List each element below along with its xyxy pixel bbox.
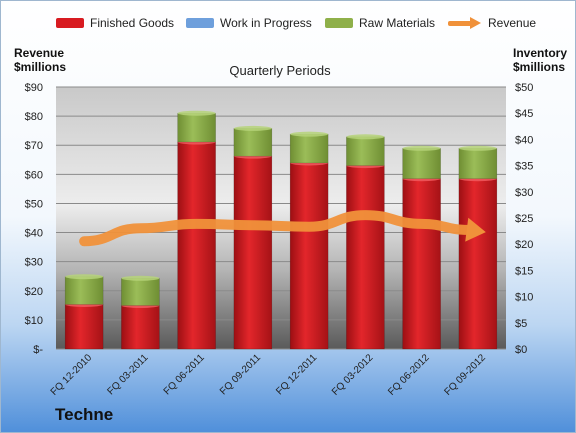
revenue-line-path xyxy=(79,210,474,247)
revenue-line xyxy=(79,210,486,247)
inventory-bars xyxy=(64,110,498,350)
left-tick-label: $- xyxy=(33,344,43,356)
finished-goods-bar xyxy=(121,305,160,350)
legend-revenue-label: Revenue xyxy=(488,16,537,30)
raw-materials-bar xyxy=(233,128,273,157)
legend-wip-label: Work in Progress xyxy=(220,16,312,30)
x-tick-label: FQ 12-2011 xyxy=(274,352,319,397)
x-axis-ticks: FQ 12-2010 FQ 03-2011 FQ 06-2011 FQ 09-2011… xyxy=(49,352,489,398)
finished-goods-bar xyxy=(233,155,273,350)
company-name: Techne xyxy=(55,405,114,424)
right-axis-title-line2: $millions xyxy=(513,60,566,74)
left-tick-label: $90 xyxy=(25,82,43,94)
revenue-arrowhead xyxy=(465,217,486,242)
x-tick-label: FQ 06-2011 xyxy=(162,352,207,397)
finished-goods-bar xyxy=(177,141,216,350)
right-tick-label: $50 xyxy=(515,82,533,94)
raw-materials-bar xyxy=(64,276,104,305)
x-tick-label: FQ 12-2010 xyxy=(49,352,95,398)
legend-revenue: Revenue xyxy=(448,14,536,32)
left-tick-label: $30 xyxy=(25,257,43,269)
x-tick-label: FQ 03-2012 xyxy=(330,352,376,398)
left-tick-label: $10 xyxy=(25,315,43,327)
right-axis-ticks: $0 $5 $10 $15 $20 $25 $30 $35 $40 $45 $50 xyxy=(515,82,533,356)
left-tick-label: $80 xyxy=(25,111,43,123)
left-tick-label: $40 xyxy=(25,228,43,240)
wip-swatch xyxy=(186,18,214,28)
raw-materials-bar-top xyxy=(65,274,104,280)
left-axis-ticks: $- $10 $20 $30 $40 $50 $60 $70 $80 $90 xyxy=(25,82,44,356)
right-tick-label: $5 xyxy=(515,318,527,330)
legend-raw-label: Raw Materials xyxy=(359,16,436,30)
left-axis-title-line2: $millions xyxy=(14,60,67,74)
finished-goods-bar xyxy=(64,304,104,350)
legend-finished-goods: Finished Goods xyxy=(56,14,174,32)
right-axis-title: Inventory $millions xyxy=(513,46,567,74)
raw-materials-bar-top xyxy=(346,134,385,140)
x-tick-label: FQ 09-2011 xyxy=(218,352,263,397)
raw-materials-bar-top xyxy=(458,145,497,151)
raw-materials-bar xyxy=(346,136,385,166)
legend-work-in-progress: Work in Progress xyxy=(186,14,312,32)
raw-materials-bar-top xyxy=(233,125,272,131)
right-tick-label: $20 xyxy=(515,239,533,251)
raw-materials-swatch xyxy=(325,18,353,28)
finished-goods-bar xyxy=(346,165,385,350)
raw-materials-bar-top xyxy=(402,145,441,151)
right-tick-label: $15 xyxy=(515,265,533,277)
right-tick-label: $10 xyxy=(515,292,533,304)
left-axis-title-line1: Revenue xyxy=(14,46,65,60)
revenue-arrow-icon xyxy=(448,17,482,29)
chart-title: Quarterly Periods xyxy=(229,63,331,78)
left-tick-label: $60 xyxy=(25,169,43,181)
raw-materials-bar-top xyxy=(177,110,216,116)
raw-materials-bar xyxy=(289,133,329,164)
finished-goods-bar xyxy=(458,178,498,350)
right-tick-label: $35 xyxy=(515,161,533,173)
finished-goods-bar xyxy=(289,162,329,350)
x-tick-label: FQ 09-2012 xyxy=(442,352,488,398)
legend-finished-label: Finished Goods xyxy=(90,16,175,30)
raw-materials-bar xyxy=(121,278,160,306)
legend-raw-materials: Raw Materials xyxy=(325,14,435,32)
right-axis-title-line1: Inventory xyxy=(513,46,568,60)
left-axis-title: Revenue $millions xyxy=(14,46,66,74)
raw-materials-bar xyxy=(458,148,498,179)
left-tick-label: $70 xyxy=(25,140,43,152)
right-tick-label: $30 xyxy=(515,187,533,199)
x-tick-label: FQ 03-2011 xyxy=(106,352,151,397)
finished-goods-swatch xyxy=(56,18,84,28)
raw-materials-bar-top xyxy=(290,131,329,137)
finished-goods-bar xyxy=(402,178,441,350)
right-tick-label: $45 xyxy=(515,108,533,120)
left-tick-label: $20 xyxy=(25,286,43,298)
raw-materials-bar xyxy=(177,112,216,143)
right-tick-label: $0 xyxy=(515,344,527,356)
x-tick-label: FQ 06-2012 xyxy=(386,352,432,398)
right-tick-label: $25 xyxy=(515,213,533,225)
right-tick-label: $40 xyxy=(515,134,533,146)
raw-materials-bar-top xyxy=(121,275,160,281)
raw-materials-bar xyxy=(402,148,441,179)
left-tick-label: $50 xyxy=(25,198,43,210)
